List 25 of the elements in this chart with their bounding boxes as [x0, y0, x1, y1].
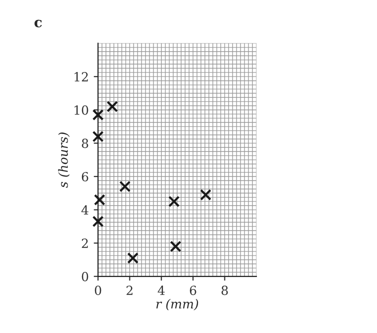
- point: [106, 100, 118, 112]
- y-tick-label: 0: [82, 272, 88, 282]
- point: [119, 180, 131, 192]
- point: [94, 194, 106, 206]
- point: [92, 109, 104, 121]
- y-tick-label: 2: [82, 238, 88, 248]
- y-tick-label: 4: [81, 205, 88, 215]
- point: [170, 240, 182, 252]
- point: [168, 196, 180, 208]
- y-tick-label: 8: [82, 138, 88, 148]
- chart-title: c: [34, 20, 42, 28]
- y-tick-label: 10: [74, 105, 88, 115]
- y-tick-label: 6: [82, 172, 88, 182]
- y-axis-title: s (hours): [58, 132, 70, 188]
- x-tick-label: 6: [190, 286, 196, 296]
- point: [92, 216, 104, 228]
- point: [200, 189, 212, 201]
- x-tick-label: 8: [222, 286, 228, 296]
- x-tick-label: 4: [158, 286, 165, 295]
- y-tick-label: 12: [74, 72, 88, 82]
- x-tick-label: 0: [94, 286, 102, 296]
- x-axis-title: r (mm): [156, 298, 198, 310]
- x-tick-label: 2: [126, 286, 132, 295]
- point: [127, 252, 139, 264]
- point: [92, 130, 104, 142]
